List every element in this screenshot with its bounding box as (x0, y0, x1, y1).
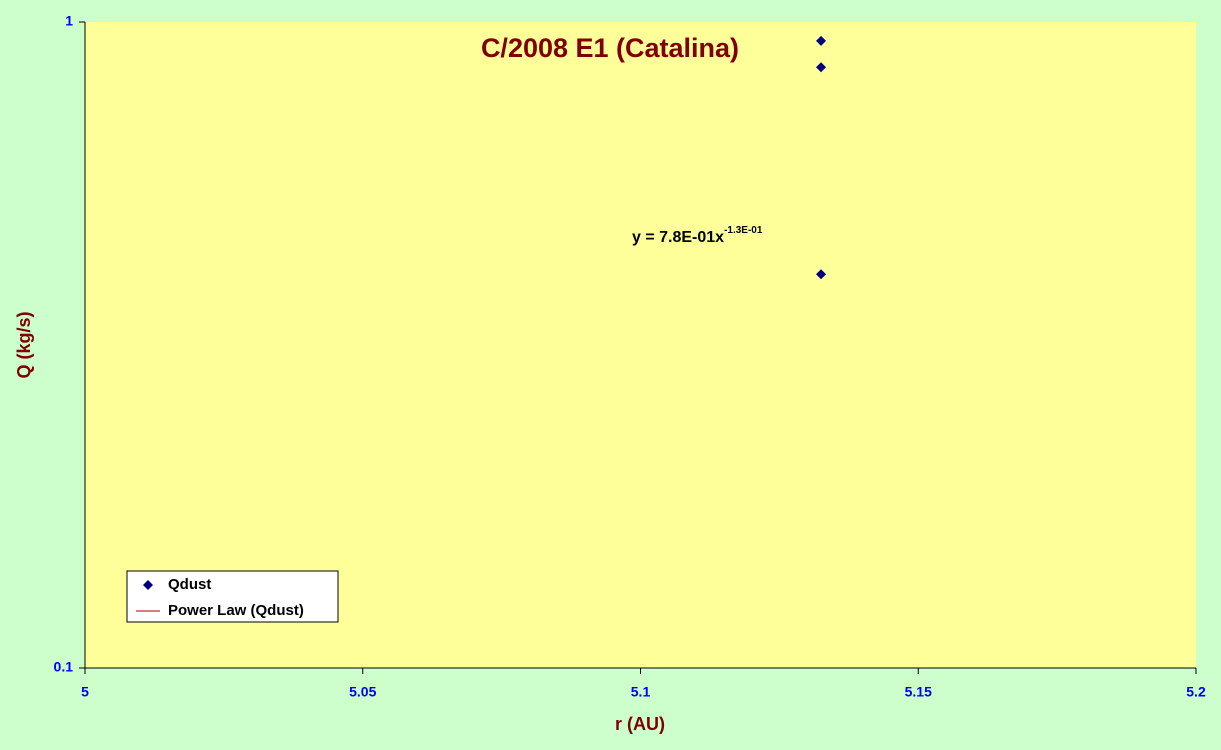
x-tick-label: 5.1 (631, 684, 651, 700)
y-tick-label: 1 (65, 13, 73, 29)
chart-title: C/2008 E1 (Catalina) (481, 33, 739, 63)
x-axis-label: r (AU) (615, 714, 665, 734)
equation-base: y = 7.8E-01x (632, 229, 724, 246)
x-tick-label: 5.2 (1186, 684, 1206, 700)
y-tick-label: 0.1 (54, 659, 74, 675)
y-axis-label: Q (kg/s) (14, 311, 34, 378)
point (816, 62, 827, 73)
legend-label: Power Law (Qdust) (168, 602, 304, 619)
x-tick-label: 5 (81, 684, 89, 700)
point (816, 35, 827, 46)
legend (126, 570, 339, 623)
x-tick-label: 5.05 (349, 684, 376, 700)
point (816, 269, 827, 280)
legend-marker (143, 580, 153, 590)
plot-area (85, 22, 1196, 668)
equation-exponent: -1.3E-01 (724, 225, 763, 236)
equation: y = 7.8E-01x-1.3E-01 (632, 225, 763, 247)
legend-label: Qdust (168, 576, 211, 593)
x-tick-label: 5.15 (905, 684, 932, 700)
